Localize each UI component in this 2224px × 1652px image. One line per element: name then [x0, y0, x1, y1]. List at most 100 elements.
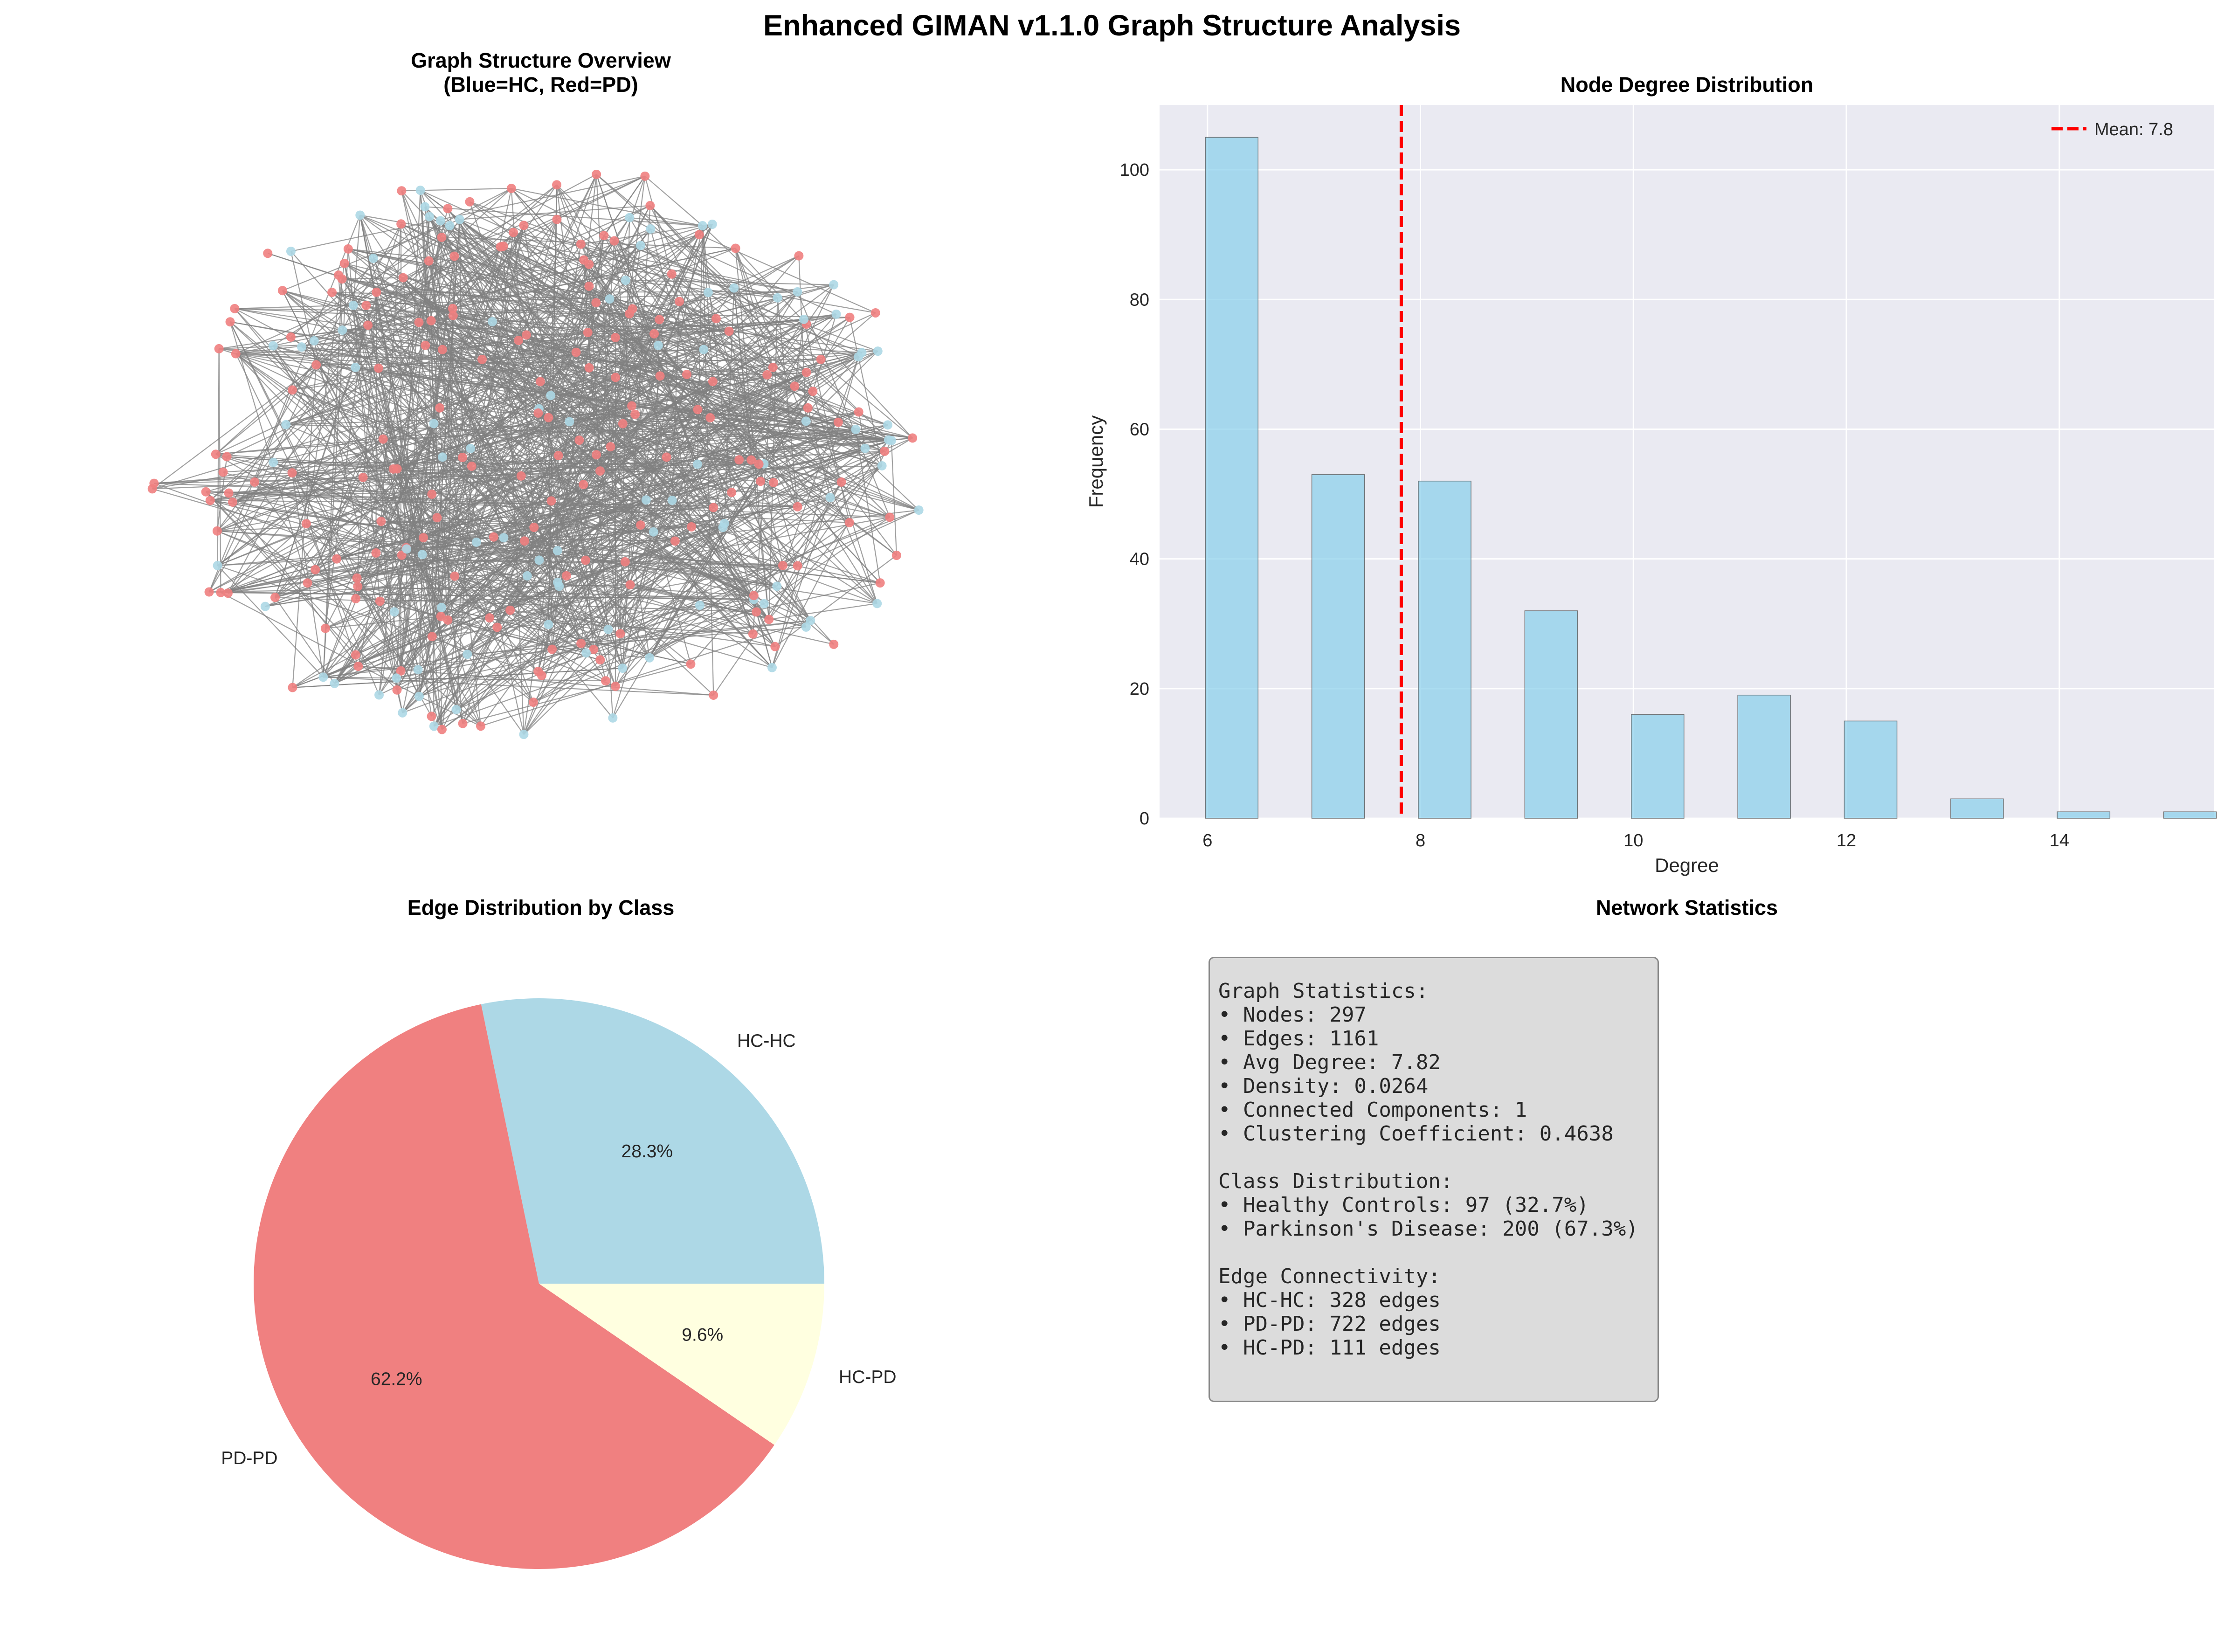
stats-line: • Clustering Coefficient: 0.4638 — [1218, 1122, 1614, 1146]
y-tick-label: 80 — [1130, 290, 1149, 310]
pd-node — [875, 578, 885, 588]
histogram-y-axis-label: Frequency — [1085, 415, 1107, 508]
graph-edge — [595, 302, 711, 418]
graph-edge — [359, 215, 457, 710]
graph-edge — [363, 292, 709, 478]
pd-node — [427, 712, 436, 721]
graph-edge — [433, 337, 616, 726]
pd-node — [595, 655, 605, 665]
pd-node — [277, 286, 287, 296]
graph-edge — [221, 499, 647, 593]
x-tick-label: 8 — [1416, 831, 1425, 850]
graph-edge — [548, 185, 558, 625]
graph-edge — [275, 468, 398, 598]
hc-node — [914, 505, 924, 515]
pd-node — [625, 580, 635, 590]
pd-node — [426, 316, 436, 325]
pd-node — [529, 523, 539, 532]
graph-edge — [217, 313, 836, 566]
graph-edge — [442, 318, 804, 350]
graph-edge — [206, 491, 422, 555]
graph-edge — [206, 491, 850, 523]
graph-edge — [219, 329, 343, 350]
histogram-bar — [2057, 811, 2111, 819]
pd-node — [437, 232, 447, 242]
hc-node — [618, 664, 628, 673]
hc-node — [519, 730, 529, 740]
pd-node — [610, 681, 620, 691]
graph-edge — [342, 278, 660, 320]
hc-node — [463, 650, 472, 659]
graph-edges — [152, 174, 919, 735]
stats-line: Edge Connectivity: — [1218, 1265, 1441, 1288]
hc-node — [309, 336, 319, 346]
graph-edge — [352, 215, 361, 305]
graph-edge — [424, 206, 725, 524]
graph-edge — [216, 277, 404, 532]
graph-edge — [402, 277, 483, 360]
graph-edge — [503, 246, 552, 396]
graph-edge — [376, 292, 534, 703]
pd-node — [579, 480, 588, 490]
graph-edge — [440, 220, 770, 620]
graph-edge — [215, 454, 777, 587]
graph-edge — [337, 558, 625, 562]
graph-edge — [378, 367, 601, 472]
pd-node — [734, 455, 744, 465]
graph-edge — [600, 372, 807, 472]
hc-node — [883, 420, 893, 430]
graph-edge — [235, 248, 736, 354]
pd-node — [655, 315, 664, 325]
graph-edge — [454, 225, 525, 576]
graph-edge — [219, 348, 589, 368]
pd-node — [351, 594, 361, 603]
graph-edge — [393, 308, 633, 470]
hc-node — [402, 544, 412, 554]
pd-node — [485, 613, 495, 623]
graph-edge — [401, 190, 483, 360]
graph-edge — [418, 322, 567, 576]
graph-edge — [208, 365, 317, 592]
hc-node — [392, 673, 401, 683]
hc-node — [330, 678, 339, 688]
pd-node — [450, 571, 460, 581]
pd-node — [489, 532, 498, 542]
graph-edge — [401, 375, 661, 556]
pd-node — [372, 287, 381, 297]
graph-edge — [378, 368, 433, 637]
graph-panel-title-line2: (Blue=HC, Red=PD) — [443, 73, 638, 97]
pd-node — [533, 667, 543, 677]
graph-edge — [480, 499, 647, 726]
graph-edge — [217, 530, 616, 687]
graph-edge — [459, 219, 616, 687]
pie-panel-title: Edge Distribution by Class — [408, 896, 675, 919]
hc-node — [772, 581, 782, 591]
pie-percent-label: 9.6% — [682, 1325, 723, 1345]
hc-node — [348, 300, 358, 310]
pd-node — [746, 455, 756, 465]
graph-edge — [210, 437, 913, 501]
pd-node — [727, 488, 737, 498]
graph-edge — [539, 526, 723, 561]
pd-node — [214, 344, 224, 353]
graph-edge — [556, 219, 660, 320]
graph-edge — [208, 325, 369, 593]
hc-node — [546, 391, 556, 401]
pd-node — [790, 381, 800, 391]
hc-node — [553, 578, 563, 588]
graph-edge — [702, 225, 732, 493]
pd-node — [808, 387, 818, 396]
pd-node — [576, 638, 586, 648]
pd-node — [443, 615, 453, 625]
hc-node — [565, 417, 574, 427]
pd-node — [351, 650, 360, 660]
hc-node — [466, 443, 476, 453]
graph-edge — [235, 256, 455, 354]
graph-edge — [556, 184, 776, 647]
pd-node — [533, 408, 543, 418]
x-tick-label: 12 — [1837, 831, 1856, 850]
graph-edge — [154, 483, 798, 507]
graph-edge — [380, 521, 398, 690]
graph-edge — [552, 224, 713, 650]
hc-node — [703, 288, 713, 297]
